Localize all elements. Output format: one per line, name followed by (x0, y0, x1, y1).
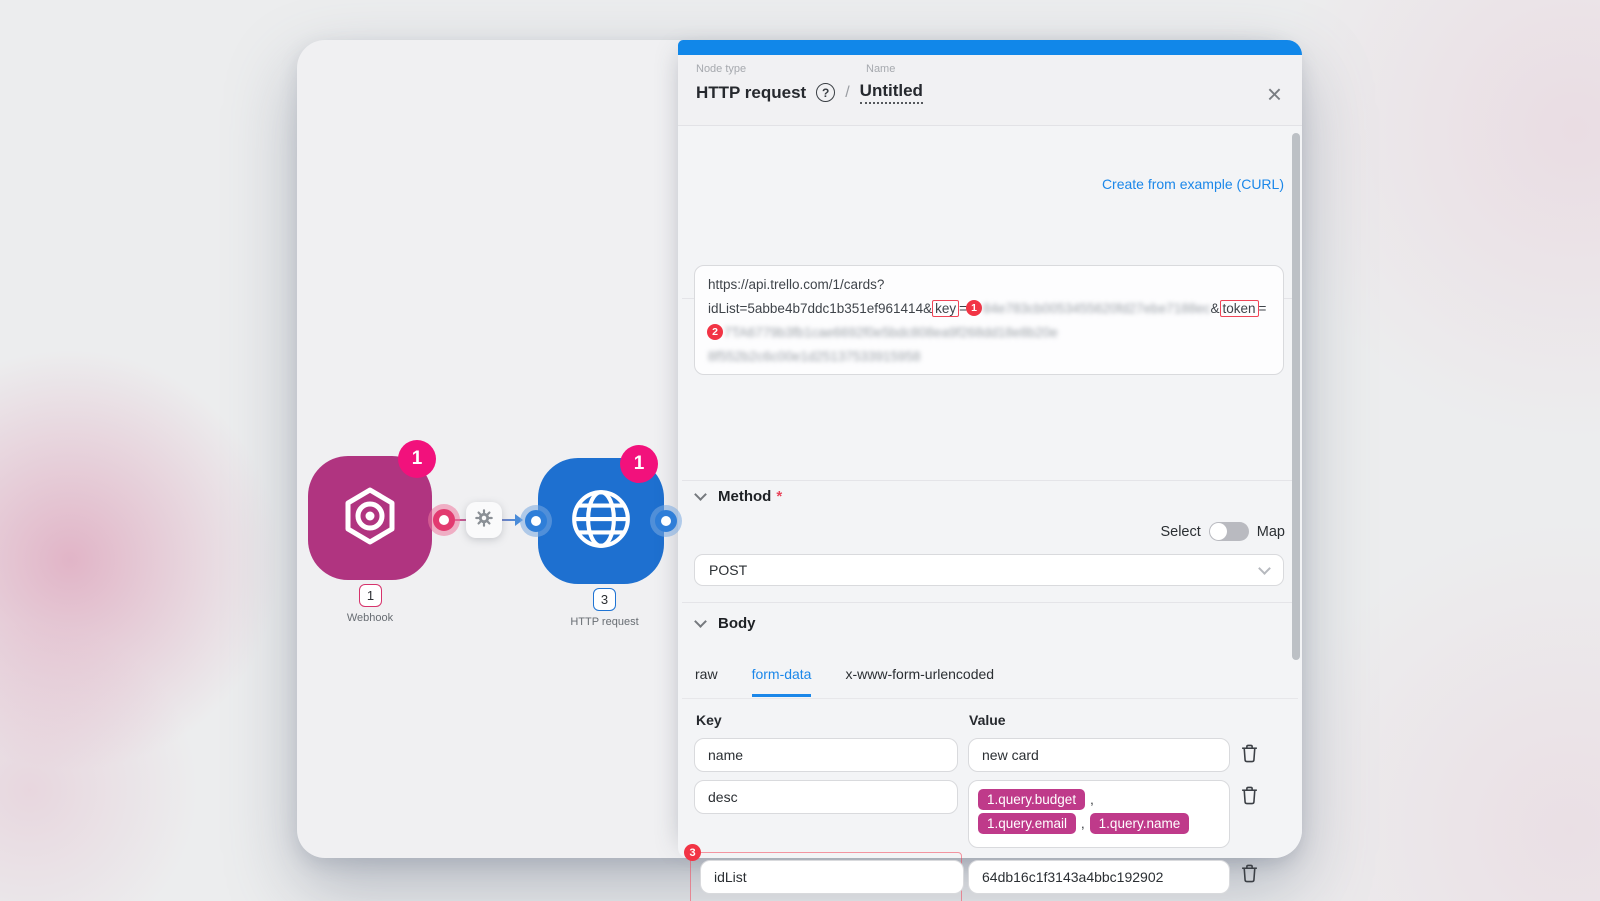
ampersand: & (1210, 301, 1220, 316)
webhook-output-port[interactable] (433, 509, 455, 531)
equals-sign: = (1258, 301, 1267, 316)
panel-content: Create from example (CURL) Proxy Url * h… (678, 126, 1302, 901)
connection-settings-chip[interactable] (466, 502, 502, 538)
toggle-knob (1209, 523, 1227, 540)
panel-scrollbar[interactable] (1292, 133, 1300, 660)
body-section-title: Body (718, 615, 756, 632)
redacted-fragment: e7188ec (1158, 301, 1211, 316)
webhook-icon (338, 484, 402, 553)
name-label: Name (866, 63, 896, 75)
param-value-input[interactable] (968, 860, 1230, 894)
redacted-token-tail: 8f552b2c6c00e1d25137533915958 (708, 349, 921, 364)
connection-arrowhead-icon (515, 514, 523, 526)
webhook-run-count-badge: 1 (398, 440, 436, 478)
param-key-input[interactable] (694, 780, 958, 814)
chevron-down-icon (1258, 561, 1271, 575)
method-selected-value: POST (709, 562, 748, 578)
param-key-input[interactable] (700, 860, 964, 894)
select-map-toggle[interactable] (1208, 522, 1249, 541)
webhook-index-chip: 1 (359, 584, 382, 607)
http-input-port[interactable] (525, 510, 547, 532)
tab-raw[interactable]: raw (695, 666, 718, 682)
tutorial-step-badge: 3 (684, 844, 701, 861)
workflow-canvas[interactable]: 1 (297, 40, 678, 858)
url-line2-prefix: idList=5abbe4b7ddc1b351ef961414& (708, 301, 933, 316)
toggle-left-label: Select (1160, 523, 1201, 540)
create-from-curl-link[interactable]: Create from example (CURL) (1101, 176, 1284, 192)
delete-param-button[interactable] (1241, 864, 1259, 884)
key-annotation-box: key (932, 300, 960, 317)
method-section-title: Method (718, 488, 772, 505)
divider (682, 698, 1298, 699)
node-type-label: Node type (696, 63, 747, 75)
chevron-down-icon (694, 488, 707, 501)
method-select[interactable]: POST (694, 554, 1284, 586)
annotation-badge-1: 1 (966, 300, 982, 317)
value-column-header: Value (969, 712, 1006, 728)
toggle-right-label: Map (1256, 523, 1285, 540)
webhook-node-label: Webhook (346, 612, 394, 624)
divider (682, 480, 1298, 481)
token-annotation-box: token (1219, 300, 1259, 317)
mapped-variable-tag[interactable]: 1.query.name (1089, 813, 1190, 834)
required-asterisk: * (776, 488, 783, 505)
tab-x-www-form-urlencoded[interactable]: x-www-form-urlencoded (845, 666, 995, 682)
gear-icon (474, 508, 494, 533)
method-section-header[interactable]: Method * (694, 488, 783, 505)
delete-param-button[interactable] (1241, 786, 1259, 806)
http-node-label: HTTP request (570, 616, 639, 628)
node-config-panel: Node type Name HTTP request ? / Untitled… (678, 40, 1302, 901)
panel-header: Node type Name HTTP request ? / Untitled… (678, 55, 1302, 126)
node-name-editable[interactable]: Untitled (859, 81, 923, 104)
url-textarea[interactable]: https://api.trello.com/1/cards? idList=5… (694, 265, 1284, 375)
chevron-down-icon (694, 615, 707, 628)
param-value-input[interactable] (968, 738, 1230, 772)
tag-separator: , (1081, 816, 1085, 831)
mapped-variable-tag[interactable]: 1.query.email (978, 813, 1077, 834)
app-window: 1 (297, 40, 1302, 901)
delete-param-button[interactable] (1241, 744, 1259, 764)
http-run-count-badge: 1 (620, 445, 658, 483)
select-map-toggle-row: Select Map (1160, 522, 1285, 541)
globe-icon (568, 486, 634, 557)
redacted-token-value: 7TA6779b3fb1cae6692f0e5bdc808ea9f268dd18… (724, 325, 1058, 340)
panel-accent-bar (678, 40, 1302, 55)
param-key-input[interactable] (694, 738, 958, 772)
tab-form-data[interactable]: form-data (751, 666, 812, 697)
mapped-variable-tag[interactable]: 1.query.budget (978, 789, 1086, 810)
divider (682, 602, 1298, 603)
help-icon[interactable]: ? (816, 83, 836, 102)
url-line1: https://api.trello.com/1/cards? (708, 277, 885, 292)
http-index-chip: 3 (593, 588, 616, 611)
http-output-port[interactable] (655, 510, 677, 532)
key-column-header: Key (696, 712, 722, 728)
redacted-key-value: 84e783cb0053455620fd27eb (983, 301, 1159, 316)
breadcrumb-separator: / (845, 83, 850, 101)
body-tabs: raw form-data x-www-form-urlencoded (695, 666, 994, 697)
node-type-value: HTTP request (696, 82, 807, 102)
tag-separator: , (1090, 792, 1094, 807)
body-section-header[interactable]: Body (694, 615, 756, 632)
annotation-badge-2: 2 (707, 324, 723, 341)
param-value-tags-field[interactable]: 1.query.budget , 1.query.email , 1.query… (968, 780, 1230, 848)
equals-sign: = (959, 301, 967, 316)
close-icon[interactable]: × (1266, 79, 1282, 109)
